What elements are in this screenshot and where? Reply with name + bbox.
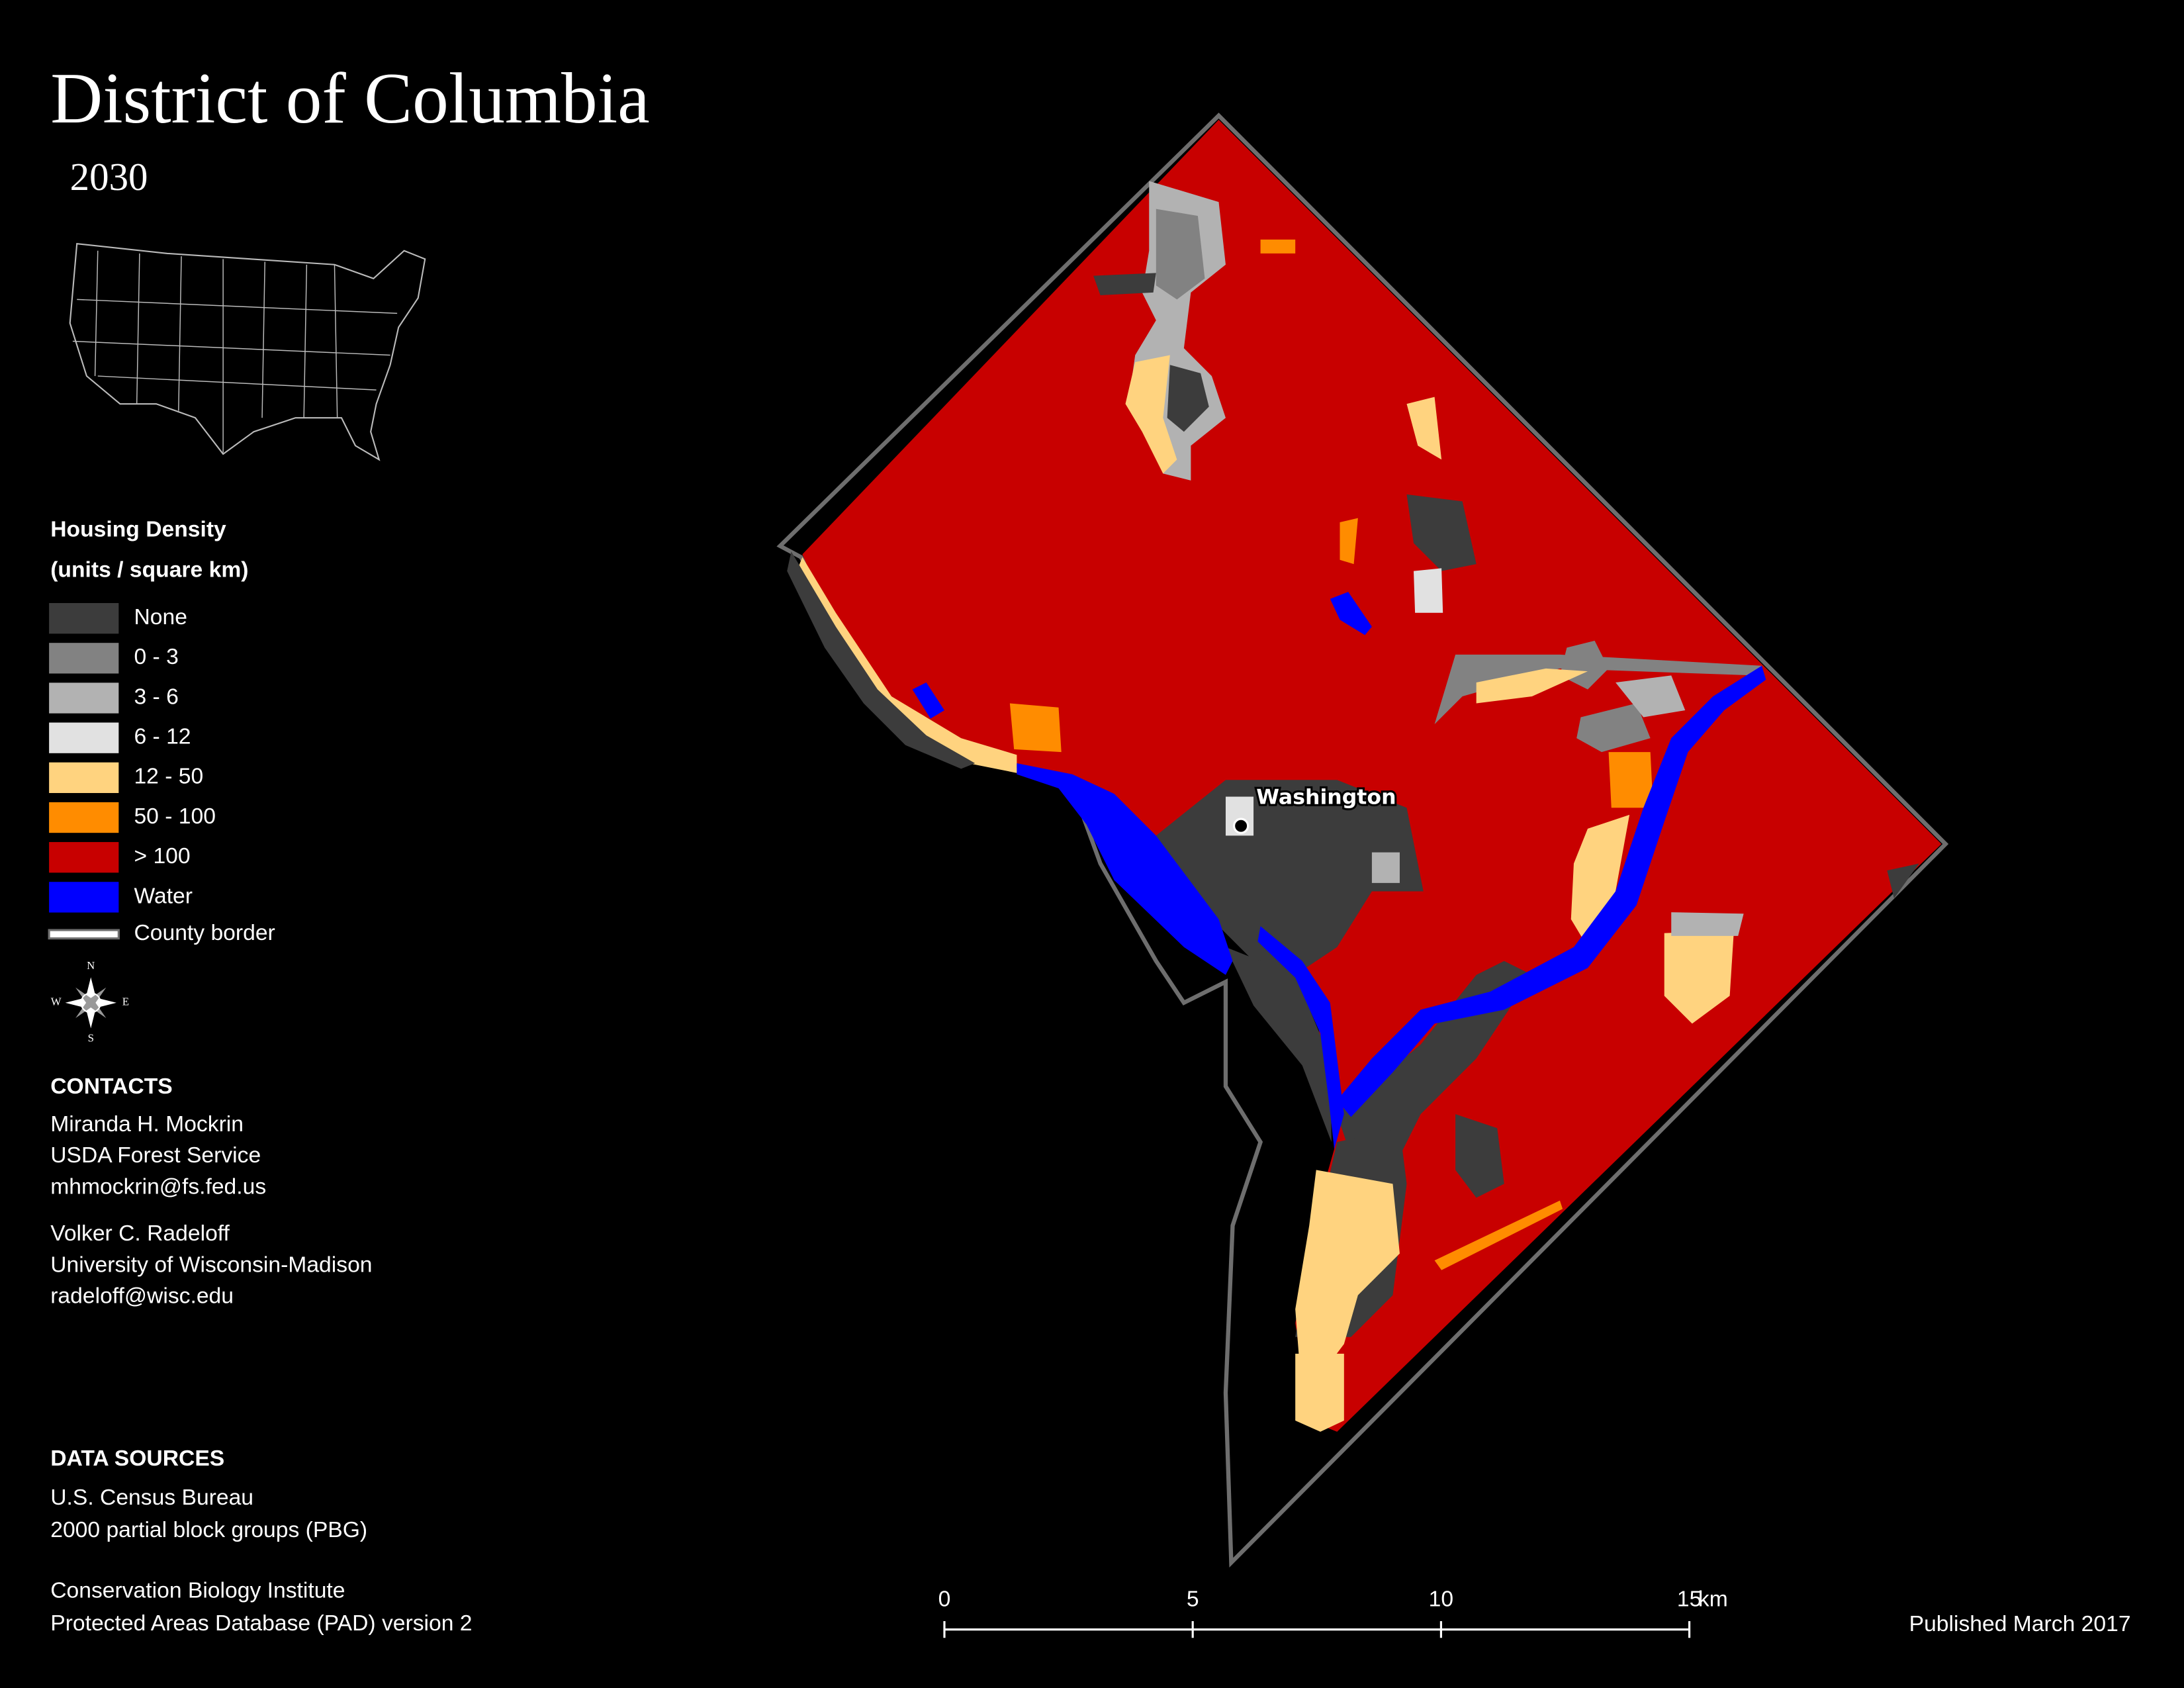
density-patch [1156,780,1424,975]
contacts-heading: CONTACTS [50,1074,172,1099]
legend-swatch [49,643,119,674]
density-patch [1434,1200,1563,1270]
density-patch [1260,239,1296,254]
density-patch [1570,814,1630,947]
published-note: Published March 2017 [1909,1612,2131,1636]
sources-heading: DATA SOURCES [50,1446,224,1471]
water [1330,592,1372,635]
density-patch [1615,675,1686,718]
legend-label: 6 - 12 [134,725,191,749]
compass: N S E W [51,959,129,1044]
map-subtitle: 2030 [70,156,148,199]
contact-line: USDA Forest Service [50,1143,261,1168]
city-marker [1233,818,1250,834]
density-patch [1406,397,1442,460]
scale-unit: km [1698,1587,1728,1611]
legend-label: County border [134,921,275,945]
scale-label: 5 [1187,1587,1199,1611]
compass-star [75,987,107,1018]
legend-swatch [49,762,119,793]
us-inset [69,243,426,461]
scale-label: 0 [938,1587,951,1611]
density-patch [1225,947,1332,1143]
water [1017,763,1233,975]
compass-n: N [87,959,95,972]
legend-subtitle: (units / square km) [50,558,248,583]
density-patch [1434,654,1762,725]
contact-line: mhmockrin@fs.fed.us [50,1175,266,1199]
legend-label: 50 - 100 [134,804,216,829]
legend-title: Housing Density [50,517,226,541]
compass-ring [80,992,102,1013]
legend-swatch [49,682,119,714]
legend: Housing Density (units / square km) None… [48,517,275,945]
water [912,682,944,719]
density-patch [1156,209,1205,300]
contact-line: radeloff@wisc.edu [50,1284,234,1309]
legend-label: 0 - 3 [134,645,178,669]
contact-line: Miranda H. Mockrin [50,1112,244,1137]
legend-swatch [49,882,119,913]
density-patch [1476,668,1588,704]
legend-swatch [49,842,119,873]
legend-swatch [49,603,119,634]
water [1337,665,1766,1117]
source-line: Conservation Biology Institute [50,1579,345,1603]
contact-line: University of Wisconsin-Madison [50,1252,372,1277]
density-patch [1295,1170,1400,1400]
density-patch [1295,1354,1344,1432]
density-patch [1371,852,1400,883]
legend-swatch [49,802,119,833]
source-line: Protected Areas Database (PAD) version 2 [50,1611,472,1636]
legend-border-swatch [48,929,120,940]
compass-s: S [88,1031,94,1044]
density-patch [1406,494,1477,571]
legend-label: 12 - 50 [134,765,203,789]
source-line: 2000 partial block groups (PBG) [50,1518,367,1542]
contact-line: Volker C. Radeloff [50,1221,230,1246]
data-sources: DATA SOURCES U.S. Census Bureau 2000 part… [50,1446,472,1636]
density-patch [1887,863,1919,899]
density-patch [1576,703,1651,753]
water [1257,926,1344,1149]
legend-label: > 100 [134,844,190,868]
scale-label: 15 [1677,1587,1702,1611]
compass-w: W [51,996,62,1008]
legend-swatch [49,722,119,753]
density-patch [1414,568,1443,613]
city-label: Washington [1256,786,1396,810]
density-patch [1455,1114,1504,1198]
legend-label: None [134,605,187,630]
density-patch [1009,703,1062,753]
dc-map: Washington [776,113,1949,1568]
map-title: District of Columbia [50,58,649,138]
density-patch [1664,930,1734,1024]
density-patch [1093,273,1156,296]
compass-e: E [122,996,129,1008]
density-patch [1340,518,1358,565]
contacts: CONTACTS Miranda H. Mockrin USDA Forest S… [50,1074,372,1309]
density-patch [1167,365,1209,432]
legend-label: 3 - 6 [134,684,178,709]
density-patch [1608,752,1653,808]
scale-label: 10 [1429,1587,1453,1611]
density-patch [1125,355,1177,474]
source-line: U.S. Census Bureau [50,1485,253,1510]
density-patch [1671,912,1744,936]
legend-label: Water [134,884,193,908]
density-high [802,119,1942,1432]
